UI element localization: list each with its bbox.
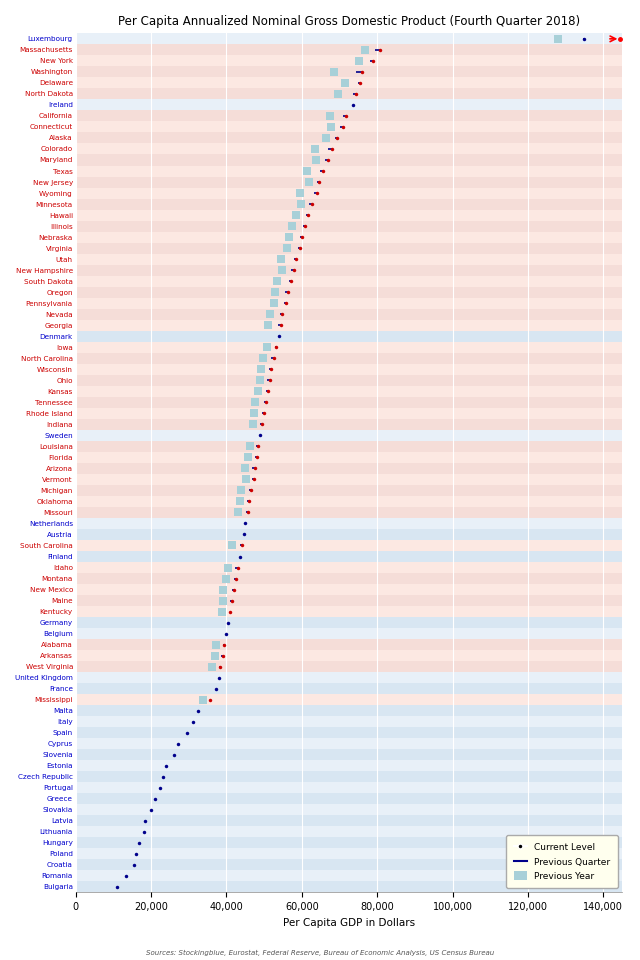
Text: Sources: Stockingblue, Eurostat, Federal Reserve, Bureau of Economic Analysis, U: Sources: Stockingblue, Eurostat, Federal… bbox=[146, 950, 494, 956]
Bar bbox=[76, 859, 622, 871]
Bar bbox=[76, 518, 622, 529]
Bar bbox=[76, 342, 622, 352]
Bar bbox=[76, 716, 622, 728]
Bar bbox=[76, 165, 622, 177]
Bar bbox=[76, 386, 622, 396]
Bar bbox=[76, 837, 622, 849]
Bar bbox=[76, 540, 622, 551]
Bar bbox=[76, 474, 622, 485]
Bar bbox=[76, 396, 622, 408]
Bar bbox=[76, 606, 622, 617]
Bar bbox=[76, 88, 622, 100]
Bar bbox=[76, 804, 622, 815]
Bar bbox=[76, 628, 622, 639]
Bar bbox=[76, 684, 622, 694]
Bar bbox=[76, 749, 622, 760]
Bar bbox=[76, 617, 622, 628]
Bar bbox=[76, 584, 622, 595]
Bar bbox=[76, 738, 622, 749]
Bar bbox=[76, 155, 622, 165]
Bar bbox=[76, 441, 622, 452]
Bar bbox=[76, 661, 622, 672]
X-axis label: Per Capita GDP in Dollars: Per Capita GDP in Dollars bbox=[283, 918, 415, 927]
Bar bbox=[76, 209, 622, 221]
Bar bbox=[76, 352, 622, 364]
Bar bbox=[76, 881, 622, 893]
Bar bbox=[76, 793, 622, 804]
Bar bbox=[76, 199, 622, 209]
Bar bbox=[76, 243, 622, 253]
Bar bbox=[76, 408, 622, 419]
Bar bbox=[76, 496, 622, 507]
Bar bbox=[76, 672, 622, 684]
Bar bbox=[76, 782, 622, 793]
Bar bbox=[76, 551, 622, 562]
Bar bbox=[76, 573, 622, 584]
Bar bbox=[76, 143, 622, 155]
Bar bbox=[76, 485, 622, 496]
Bar bbox=[76, 78, 622, 88]
Bar bbox=[76, 276, 622, 287]
Bar bbox=[76, 430, 622, 441]
Bar bbox=[76, 187, 622, 199]
Legend: Current Level, Previous Quarter, Previous Year: Current Level, Previous Quarter, Previou… bbox=[506, 835, 618, 888]
Bar bbox=[76, 694, 622, 706]
Bar bbox=[76, 595, 622, 606]
Bar bbox=[76, 122, 622, 132]
Bar bbox=[76, 507, 622, 518]
Bar bbox=[76, 330, 622, 342]
Bar bbox=[76, 265, 622, 276]
Bar bbox=[76, 374, 622, 386]
Bar bbox=[76, 132, 622, 143]
Bar bbox=[76, 34, 622, 44]
Bar bbox=[76, 364, 622, 374]
Bar bbox=[76, 253, 622, 265]
Bar bbox=[76, 706, 622, 716]
Bar bbox=[76, 221, 622, 231]
Bar bbox=[76, 452, 622, 463]
Bar bbox=[76, 177, 622, 187]
Bar bbox=[76, 419, 622, 430]
Bar bbox=[76, 871, 622, 881]
Bar bbox=[76, 639, 622, 650]
Bar bbox=[76, 56, 622, 66]
Bar bbox=[76, 815, 622, 827]
Bar bbox=[76, 66, 622, 78]
Bar bbox=[76, 287, 622, 298]
Bar bbox=[76, 231, 622, 243]
Title: Per Capita Annualized Nominal Gross Domestic Product (Fourth Quarter 2018): Per Capita Annualized Nominal Gross Dome… bbox=[118, 15, 580, 28]
Bar bbox=[76, 44, 622, 56]
Bar bbox=[76, 463, 622, 474]
Bar bbox=[76, 100, 622, 110]
Bar bbox=[76, 760, 622, 771]
Bar bbox=[76, 298, 622, 309]
Bar bbox=[76, 827, 622, 837]
Bar bbox=[76, 529, 622, 540]
Bar bbox=[76, 771, 622, 782]
Bar bbox=[76, 562, 622, 573]
Bar bbox=[76, 110, 622, 122]
Bar bbox=[76, 849, 622, 859]
Bar bbox=[76, 728, 622, 738]
Bar bbox=[76, 309, 622, 320]
Bar bbox=[76, 650, 622, 661]
Bar bbox=[76, 320, 622, 330]
